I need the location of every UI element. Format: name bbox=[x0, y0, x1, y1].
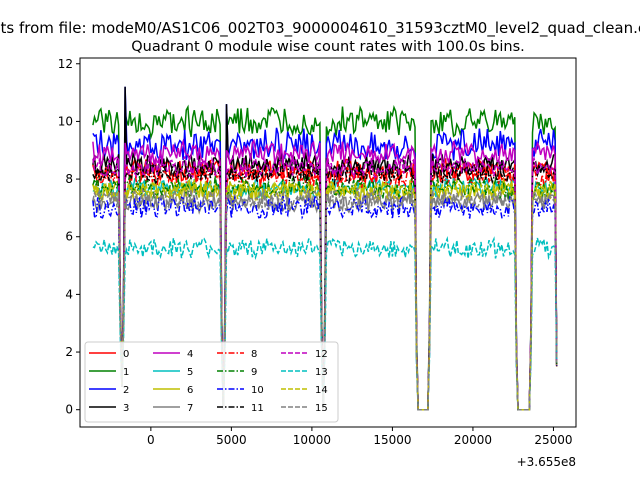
legend-label-8: 8 bbox=[251, 349, 257, 360]
legend-label-3: 3 bbox=[123, 403, 129, 414]
legend-label-1: 1 bbox=[123, 367, 129, 378]
legend-label-6: 6 bbox=[187, 385, 193, 396]
legend-label-0: 0 bbox=[123, 349, 129, 360]
legend-label-13: 13 bbox=[315, 367, 328, 378]
chart-title: Quadrant 0 module wise count rates with … bbox=[131, 39, 525, 55]
y-tick-label-3: 6 bbox=[65, 230, 73, 244]
legend-frame bbox=[84, 341, 339, 423]
series-line-10 bbox=[92, 195, 558, 411]
series-line-15 bbox=[92, 187, 558, 411]
x-tick-label-2: 10000 bbox=[293, 433, 331, 447]
legend-label-9: 9 bbox=[251, 367, 257, 378]
figure-suptitle: Plots from file: modeM0/AS1C06_002T03_90… bbox=[0, 19, 640, 38]
x-tick-label-3: 15000 bbox=[373, 433, 411, 447]
y-tick-label-6: 12 bbox=[58, 57, 73, 71]
legend-label-7: 7 bbox=[187, 403, 193, 414]
series-layer bbox=[92, 86, 558, 411]
y-tick-label-0: 0 bbox=[65, 403, 73, 417]
x-tick-label-0: 0 bbox=[147, 433, 155, 447]
y-tick-label-1: 2 bbox=[65, 345, 73, 359]
series-line-14 bbox=[92, 178, 558, 411]
y-tick-label-2: 4 bbox=[65, 287, 73, 301]
legend-label-4: 4 bbox=[187, 349, 193, 360]
legend-label-11: 11 bbox=[251, 403, 264, 414]
axes-frame bbox=[79, 57, 577, 428]
x-axis: 0 5000 10000 15000 20000 25000 bbox=[147, 427, 573, 447]
x-tick-label-1: 5000 bbox=[216, 433, 247, 447]
x-tick-label-5: 25000 bbox=[534, 433, 572, 447]
x-tick-label-4: 20000 bbox=[454, 433, 492, 447]
legend-label-2: 2 bbox=[123, 385, 129, 396]
legend-label-12: 12 bbox=[315, 349, 328, 360]
legend-label-15: 15 bbox=[315, 403, 328, 414]
legend-label-14: 14 bbox=[315, 385, 328, 396]
legend-label-10: 10 bbox=[251, 385, 264, 396]
y-tick-label-5: 10 bbox=[58, 114, 73, 128]
x-offset-label: +3.655e8 bbox=[517, 455, 576, 469]
legend-label-5: 5 bbox=[187, 367, 193, 378]
y-tick-label-4: 8 bbox=[65, 172, 73, 186]
y-axis: 0 2 4 6 8 10 12 bbox=[58, 57, 80, 417]
